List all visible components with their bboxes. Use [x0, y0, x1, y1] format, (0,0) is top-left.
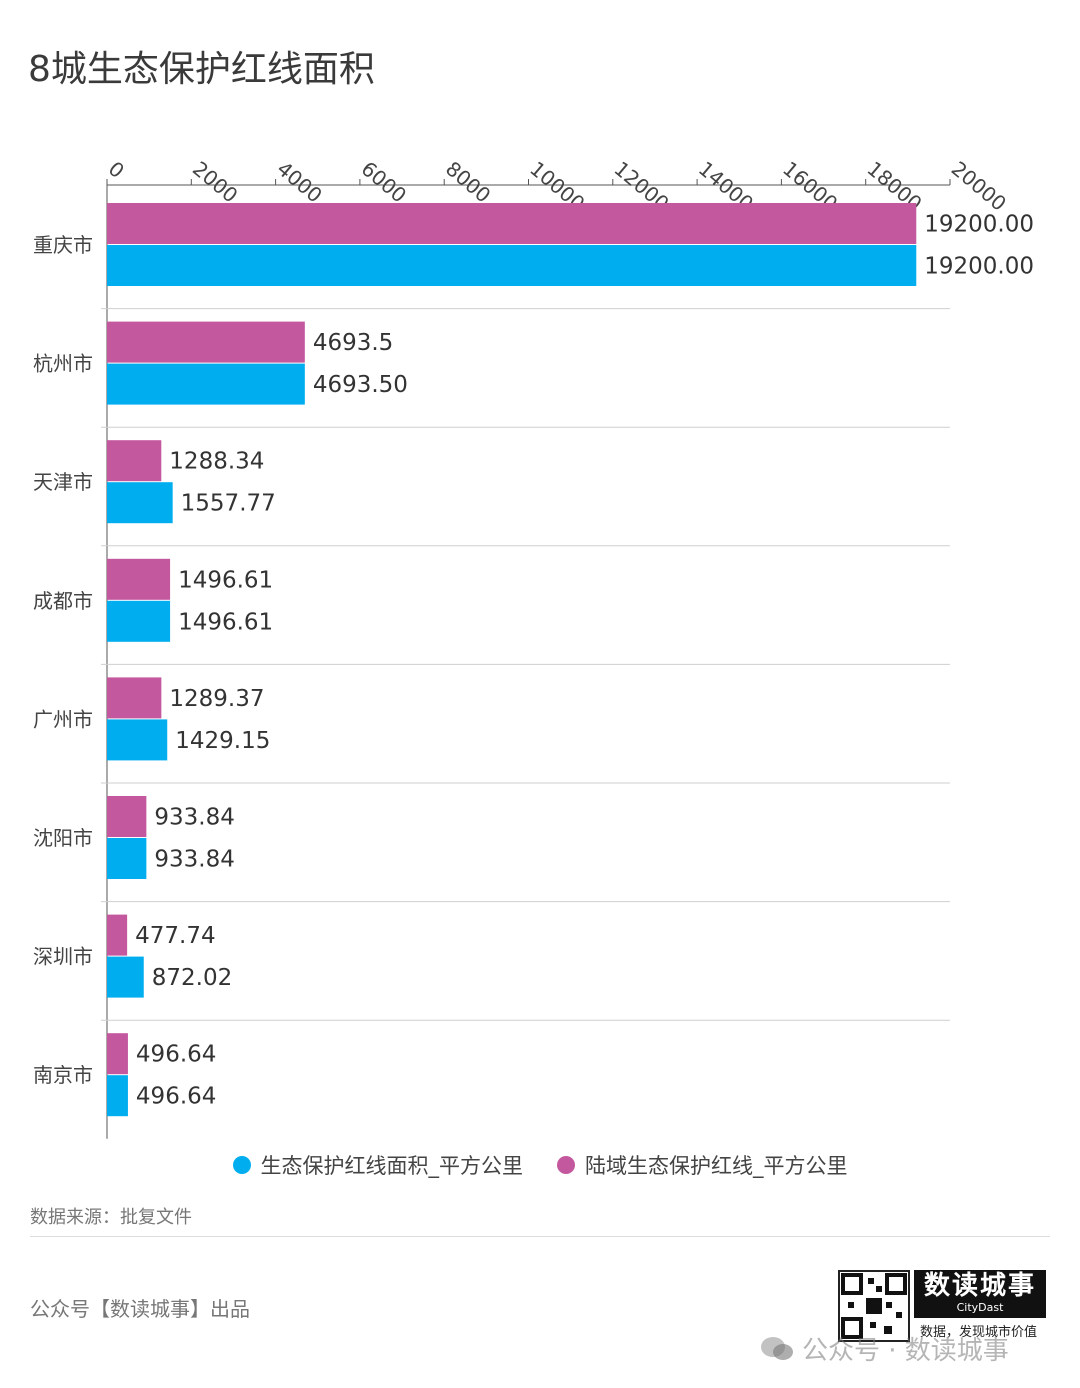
data-source: 数据来源：批复文件 [30, 1207, 192, 1228]
legend: 生态保护红线面积_平方公里 陆域生态保护红线_平方公里 [0, 1150, 1080, 1180]
bar-total-value: 1557.77 [181, 491, 276, 517]
legend-item-total[interactable]: 生态保护红线面积_平方公里 [232, 1150, 524, 1180]
bar-land-value: 496.64 [136, 1042, 216, 1068]
bar-chart: 0 2000 4000 6000 8000 10000 12000 14000 16000 180… [33, 156, 1034, 1139]
bar-land [107, 440, 162, 482]
brand-logo: 数读城事 CityDast [914, 1270, 1046, 1318]
bar-total [107, 245, 917, 286]
bar-land-value: 477.74 [135, 923, 215, 949]
qr-code-icon[interactable] [838, 1270, 910, 1342]
bar-total [107, 1075, 128, 1117]
bar-land-value: 1496.61 [178, 567, 273, 593]
bar-total-value: 1496.61 [178, 609, 273, 635]
bar-total-value: 933.84 [154, 847, 234, 873]
bar-land-value: 933.84 [154, 805, 234, 831]
category-label: 重庆市 [33, 233, 93, 257]
brand-name: 数读城事 [923, 1271, 1036, 1301]
bar-land [107, 1033, 128, 1075]
bar-total-value: 872.02 [152, 965, 232, 991]
x-tick-label: 0 [104, 156, 129, 183]
wechat-icon [761, 1336, 793, 1360]
watermark: 公众号 · 数读城事 [760, 1330, 1009, 1367]
category-label: 广州市 [33, 707, 93, 731]
legend-label-total: 生态保护红线面积_平方公里 [260, 1154, 524, 1178]
bar-total [107, 719, 168, 761]
x-tick-label: 2000 [188, 156, 242, 207]
divider [30, 1236, 1050, 1237]
x-tick-label: 4000 [272, 156, 326, 207]
legend-label-land: 陆域生态保护红线_平方公里 [585, 1154, 848, 1178]
x-tick-label: 6000 [357, 156, 411, 207]
category-label: 沈阳市 [33, 826, 93, 850]
bar-total [107, 956, 144, 998]
bar-total [107, 600, 171, 642]
bar-land-value: 4693.5 [313, 330, 393, 356]
category-label: 成都市 [33, 589, 93, 613]
bar-land [107, 677, 162, 719]
bar-total [107, 482, 173, 524]
bar-total-value: 4693.50 [313, 372, 408, 398]
bar-land-value: 1289.37 [169, 686, 264, 712]
x-tick-label: 8000 [441, 156, 495, 207]
category-label: 天津市 [33, 470, 93, 494]
x-tick-label: 20000 [947, 156, 1011, 215]
legend-item-land[interactable]: 陆域生态保护红线_平方公里 [557, 1150, 848, 1180]
category-label: 南京市 [33, 1063, 93, 1087]
legend-dot-total [232, 1156, 251, 1174]
legend-dot-land [557, 1156, 575, 1174]
publisher-credit: 公众号【数读城事】出品 [30, 1297, 250, 1321]
bar-land [107, 914, 128, 956]
bar-land [107, 321, 305, 363]
bar-total [107, 363, 305, 405]
bar-land [107, 558, 171, 600]
chart-title: 8城生态保护红线面积 [28, 49, 375, 90]
category-label: 深圳市 [33, 945, 93, 969]
brand-slogan: 数据，发现城市价值 [920, 1325, 1038, 1340]
bar-total-value: 1429.15 [175, 728, 270, 754]
bar-land [107, 796, 147, 837]
bar-land-value: 1288.34 [169, 449, 264, 475]
bar-land [107, 203, 917, 244]
category-label: 杭州市 [33, 352, 93, 376]
brand-english: CityDast [956, 1301, 1004, 1314]
watermark-text: 公众号 · 数读城事 [802, 1336, 1009, 1366]
bar-total-value: 496.64 [136, 1084, 216, 1110]
bar-total-value: 19200.00 [924, 254, 1034, 280]
bar-total [107, 838, 147, 879]
bar-land-value: 19200.00 [924, 212, 1034, 238]
